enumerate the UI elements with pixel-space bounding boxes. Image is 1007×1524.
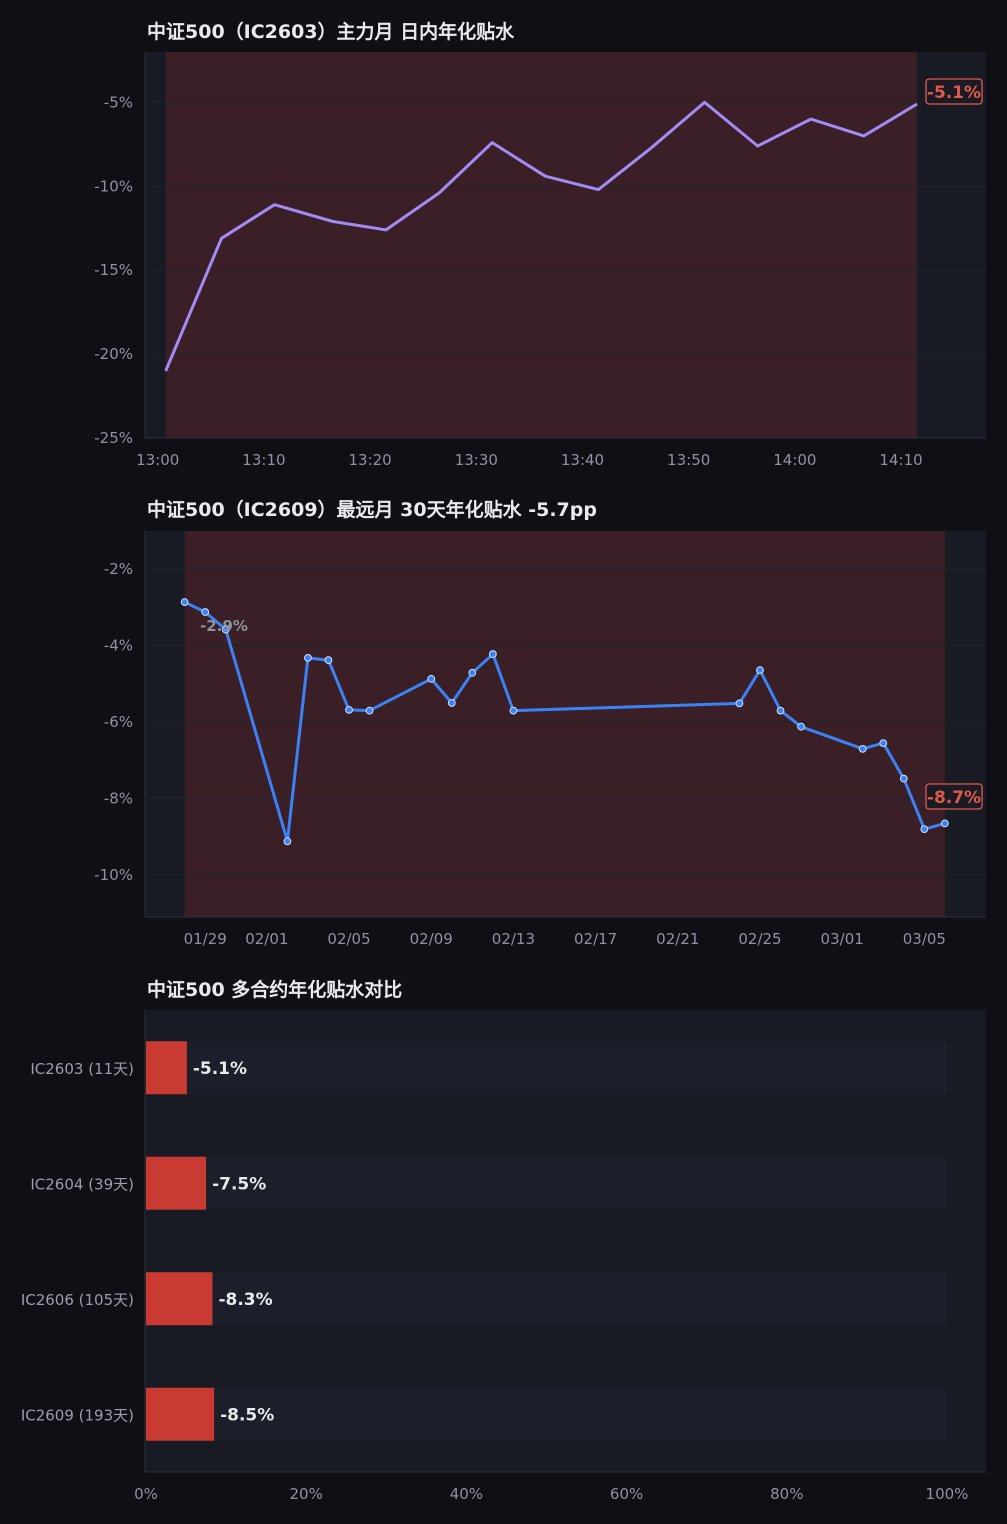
chart1-title: 中证500（IC2603）主力月 日内年化贴水 [147,20,515,43]
chart3-category-label: IC2603 (11天) [30,1060,134,1078]
chart3-bar-track [146,1041,947,1095]
chart2-data-point [776,706,785,715]
chart2-x-tick-label: 02/05 [327,930,370,948]
chart1-x-tick-label: 13:30 [455,451,498,469]
chart2-x-tick-label: 02/09 [410,930,453,948]
chart1-x-tick-label: 14:00 [773,451,816,469]
chart2-x-tick-label: 02/17 [574,930,617,948]
chart2-data-point [468,668,477,677]
chart2-data-point [735,699,744,708]
chart2-series-line [184,600,946,843]
chart2-data-point [756,666,764,675]
chart3-x-tick-label: 80% [770,1485,803,1503]
far-month-discount-chart: 中证500（IC2609）最远月 30天年化贴水 -5.7pp -2% -4% -6… [94,498,986,948]
chart2-data-point [797,722,805,731]
chart2-data-point [427,675,436,683]
chart2-x-tick-label: 03/01 [821,930,864,948]
chart3-x-tick-label: 20% [290,1485,323,1503]
chart3-x-tick-label: 40% [450,1485,483,1503]
chart1-x-tick-label: 13:20 [348,451,391,469]
chart1-series-line [164,100,918,372]
chart2-data-point [180,598,189,606]
chart1-x-tick-label: 13:40 [561,451,604,469]
chart1-x-tick-label: 13:10 [242,451,285,469]
chart2-data-point [365,706,374,715]
chart2-x-tick-label: 03/05 [903,930,946,948]
chart1-y-tick-label: -5% [104,93,133,111]
chart3-bar-track [146,1387,947,1441]
chart2-data-point [879,739,888,748]
chart2-x-tick-label: 02/13 [492,930,535,948]
chart3-x-tick-label: 100% [926,1485,969,1503]
chart1-x-tick-label: 13:50 [667,451,710,469]
chart2-y-tick-label: -2% [104,560,133,578]
chart2-last-value-label: -8.7% [927,788,981,808]
chart3-bar-value-label: -8.3% [218,1290,272,1310]
chart1-range-shade [165,52,917,438]
chart3-bar [146,1156,207,1210]
chart1-last-value-label: -5.1% [927,83,981,103]
chart1-last-value-label-box [925,78,983,105]
chart3-bar-track [146,1272,947,1326]
chart3-bar-value-label: -7.5% [212,1174,266,1194]
chart1-y-tick-label: -25% [94,429,133,447]
chart1-y-tick-label: -10% [94,177,133,195]
chart2-data-point [304,653,312,662]
chart2-data-point [447,699,456,707]
chart3-bar-track [146,1156,947,1210]
chart2-data-point [283,837,292,846]
chart3-bar [146,1387,215,1441]
chart2-data-point [941,819,949,828]
chart2-data-point [324,656,333,665]
chart2-data-point [920,825,929,833]
contract-comparison-chart: 中证500 多合约年化贴水对比 -5.1% IC2603 (11天) -7.5% IC… [21,978,986,1503]
chart3-x-tick-label: 0% [134,1485,158,1503]
chart3-bar-value-label: -5.1% [193,1059,247,1079]
chart2-y-tick-label: -4% [104,637,133,655]
chart1-y-tick-label: -15% [94,261,133,279]
chart2-y-tick-label: -8% [104,790,133,808]
chart3-bar [146,1272,213,1326]
chart2-data-point [858,744,867,753]
chart2-last-value-label-box [925,783,983,810]
intraday-discount-chart: 中证500（IC2603）主力月 日内年化贴水 -5% -10% -15% -20% -… [94,20,986,469]
chart2-data-point [509,706,518,715]
chart2-x-tick-label: 02/01 [245,930,288,948]
chart2-data-point [201,608,210,616]
chart3-bar [146,1041,187,1095]
chart2-y-tick-label: -10% [94,866,133,884]
chart2-y-tick-label: -6% [104,713,133,731]
chart1-x-tick-label: 13:00 [136,451,179,469]
chart2-first-value-label: -2.9% [200,617,248,635]
chart3-bar-value-label: -8.5% [220,1405,274,1425]
chart2-x-tick-label: 02/25 [738,930,781,948]
chart3-category-label: IC2609 (193天) [21,1406,134,1424]
chart2-x-tick-label: 01/29 [184,930,227,948]
chart2-data-point [488,650,497,658]
chart3-title: 中证500 多合约年化贴水对比 [147,978,402,1001]
chart3-category-label: IC2604 (39天) [30,1175,134,1193]
chart1-x-tick-label: 14:10 [879,451,922,469]
chart2-range-shade [184,531,945,917]
chart2-title: 中证500（IC2609）最远月 30天年化贴水 -5.7pp [147,498,597,521]
chart2-x-tick-label: 02/21 [656,930,699,948]
chart1-y-tick-label: -20% [94,345,133,363]
chart2-data-point [345,705,353,714]
chart3-x-tick-label: 60% [610,1485,643,1503]
chart2-data-point [221,625,230,634]
chart3-category-label: IC2606 (105天) [21,1291,134,1309]
chart2-data-point [899,774,908,783]
